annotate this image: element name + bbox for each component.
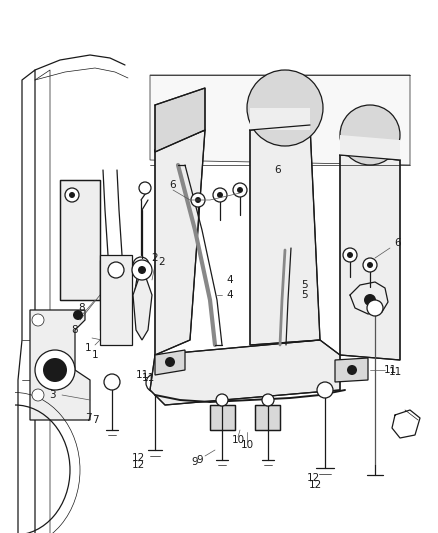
Circle shape xyxy=(32,389,44,401)
Circle shape xyxy=(191,193,205,207)
Text: 11: 11 xyxy=(141,373,155,383)
Text: 6: 6 xyxy=(170,180,177,190)
Text: 4: 4 xyxy=(227,275,233,285)
Circle shape xyxy=(262,394,274,406)
Polygon shape xyxy=(155,130,205,355)
Polygon shape xyxy=(60,180,100,300)
Circle shape xyxy=(139,182,151,194)
Polygon shape xyxy=(30,310,90,420)
Polygon shape xyxy=(335,358,368,382)
Circle shape xyxy=(364,294,376,306)
Text: 12: 12 xyxy=(131,453,145,463)
Text: 6: 6 xyxy=(275,165,281,175)
Circle shape xyxy=(367,262,373,268)
Circle shape xyxy=(216,394,228,406)
Circle shape xyxy=(104,374,120,390)
Circle shape xyxy=(73,310,83,320)
Text: 12: 12 xyxy=(306,473,320,483)
Text: 7: 7 xyxy=(92,415,98,425)
Polygon shape xyxy=(255,405,280,430)
Circle shape xyxy=(146,374,164,392)
Circle shape xyxy=(343,248,357,262)
Polygon shape xyxy=(155,88,205,152)
Text: 4: 4 xyxy=(227,290,233,300)
Text: 2: 2 xyxy=(152,253,158,263)
Polygon shape xyxy=(133,275,152,340)
Text: 11: 11 xyxy=(135,370,148,380)
Polygon shape xyxy=(210,405,235,430)
Circle shape xyxy=(132,260,152,280)
Text: 11: 11 xyxy=(389,367,402,377)
Circle shape xyxy=(138,266,146,274)
Text: 1: 1 xyxy=(92,350,98,360)
Polygon shape xyxy=(150,75,410,165)
Circle shape xyxy=(165,357,175,367)
Text: 1: 1 xyxy=(85,343,91,353)
Circle shape xyxy=(213,188,227,202)
Text: 11: 11 xyxy=(383,365,397,375)
Polygon shape xyxy=(250,125,320,345)
Text: 12: 12 xyxy=(131,460,145,470)
Text: 12: 12 xyxy=(308,480,321,490)
Polygon shape xyxy=(150,340,340,405)
Polygon shape xyxy=(340,135,400,160)
Polygon shape xyxy=(100,255,132,345)
Text: 8: 8 xyxy=(79,303,85,313)
Circle shape xyxy=(247,70,323,146)
Text: 5: 5 xyxy=(302,290,308,300)
Text: 7: 7 xyxy=(85,413,91,423)
Circle shape xyxy=(363,258,377,272)
Polygon shape xyxy=(135,260,146,320)
Circle shape xyxy=(347,252,353,258)
Polygon shape xyxy=(155,350,185,375)
Text: 10: 10 xyxy=(240,440,254,450)
Circle shape xyxy=(347,365,357,375)
Text: 9: 9 xyxy=(197,455,203,465)
Circle shape xyxy=(69,192,75,198)
Text: 10: 10 xyxy=(231,435,244,445)
Circle shape xyxy=(233,183,247,197)
Circle shape xyxy=(133,257,149,273)
Circle shape xyxy=(108,262,124,278)
Circle shape xyxy=(317,382,333,398)
Circle shape xyxy=(65,188,79,202)
Circle shape xyxy=(35,350,75,390)
Circle shape xyxy=(237,187,243,193)
Text: 2: 2 xyxy=(159,257,165,267)
Circle shape xyxy=(43,358,67,382)
Text: 6: 6 xyxy=(395,238,401,248)
Text: 3: 3 xyxy=(49,390,55,400)
Polygon shape xyxy=(100,260,125,330)
Text: 9: 9 xyxy=(192,457,198,467)
Circle shape xyxy=(367,300,383,316)
Polygon shape xyxy=(250,108,310,130)
Circle shape xyxy=(340,105,400,165)
Circle shape xyxy=(32,314,44,326)
Text: 5: 5 xyxy=(302,280,308,290)
Polygon shape xyxy=(340,155,400,360)
Text: 8: 8 xyxy=(72,325,78,335)
Circle shape xyxy=(217,192,223,198)
Circle shape xyxy=(195,197,201,203)
